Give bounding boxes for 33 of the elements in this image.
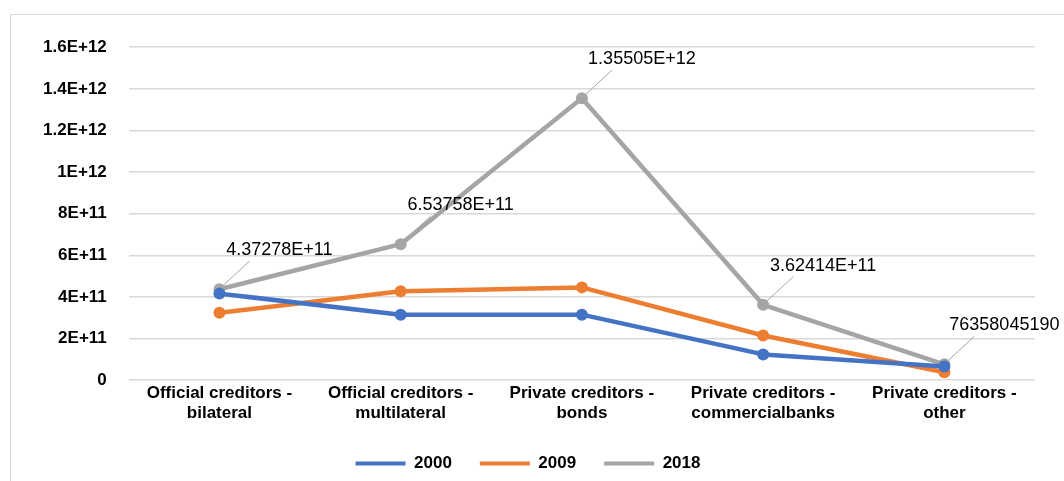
point: [394, 285, 407, 298]
point: [213, 306, 226, 319]
x-tick-label: Private creditors - commercialbanks: [690, 383, 836, 423]
data-label: 6.53758E+11: [407, 194, 514, 215]
y-tick-label: 8E+11: [58, 203, 107, 223]
y-tick-label: 1.2E+12: [43, 120, 107, 140]
data-label: 1.35505E+12: [588, 48, 696, 69]
data-label: 76358045190: [949, 314, 1060, 335]
legend-label: 2000: [414, 453, 452, 473]
point: [575, 92, 588, 105]
y-tick-label: 1E+12: [57, 161, 107, 181]
x-tick-label: Official creditors - multilateral: [327, 383, 474, 423]
x-tick-label: Private creditors - bonds: [509, 383, 655, 423]
y-tick-label: 2E+11: [58, 328, 107, 348]
x-tick-label: Private creditors - other: [872, 383, 1017, 423]
data-label: 4.37278E+11: [226, 239, 333, 260]
y-tick-label: 1.6E+12: [43, 36, 107, 56]
point: [394, 308, 407, 321]
y-tick-label: 4E+11: [58, 286, 107, 306]
y-tick-label: 0: [97, 369, 107, 389]
data-label: 3.62414E+11: [770, 254, 877, 275]
legend-label: 2009: [538, 453, 577, 473]
point: [757, 298, 770, 311]
y-tick-label: 6E+11: [58, 245, 107, 265]
y-tick-label: 1.4E+12: [43, 78, 107, 98]
point: [575, 308, 588, 321]
legend-label: 2018: [662, 453, 701, 473]
point: [757, 329, 770, 342]
point: [394, 238, 407, 251]
x-tick-label: Official creditors - bilateral: [146, 383, 293, 423]
point: [213, 287, 226, 300]
point: [575, 281, 588, 294]
point: [757, 348, 770, 361]
